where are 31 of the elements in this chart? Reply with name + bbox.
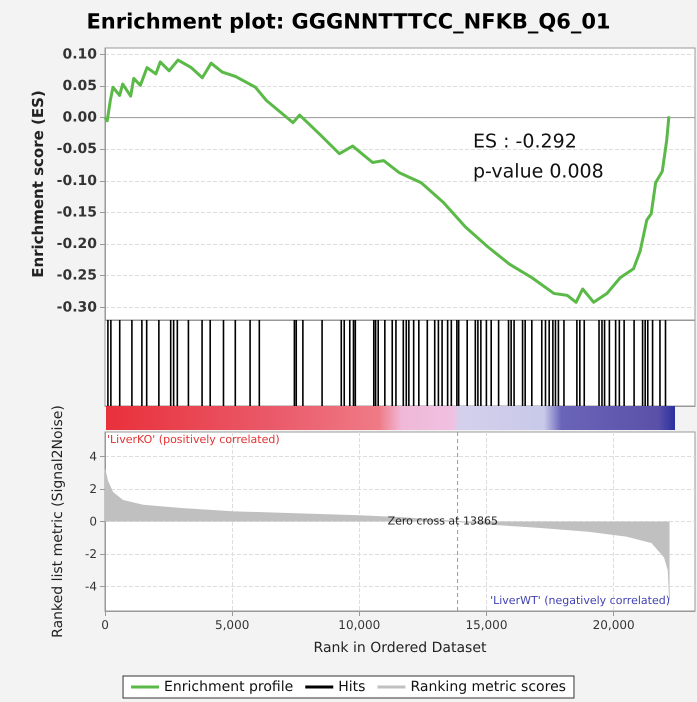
y-tick-label: 0.05	[62, 78, 97, 94]
y-tick-label: -0.30	[56, 299, 98, 316]
y-tick-label: -0.05	[56, 141, 97, 158]
y-tick-label: -0.20	[56, 236, 98, 252]
annotation: ES : -0.292	[473, 130, 577, 152]
legend-label: Ranking metric scores	[410, 679, 566, 695]
x-tick-label: 10,000	[338, 618, 380, 632]
y-tick-label: -4	[85, 580, 97, 594]
y-tick-label: -0.10	[56, 172, 98, 189]
y-tick-label: 0.10	[62, 46, 98, 62]
legend-label: Hits	[338, 679, 366, 695]
y-axis-title: Ranked list metric (Signal2Noise)	[50, 405, 66, 638]
y-axis-title: Enrichment score (ES)	[29, 90, 48, 278]
x-tick-label: 5,000	[214, 618, 250, 632]
legend-label: Enrichment profile	[164, 679, 294, 695]
annotation: Zero cross at 13865	[388, 514, 498, 528]
x-axis-title: Rank in Ordered Dataset	[314, 640, 487, 656]
annotation: 'LiverWT' (negatively correlated)	[490, 594, 670, 607]
y-tick-label: 0.00	[62, 110, 98, 126]
x-tick-label: 0	[101, 618, 109, 632]
y-tick-label: -2	[85, 547, 97, 562]
annotation: 'LiverKO' (positively correlated)	[107, 433, 280, 446]
y-tick-label: 4	[89, 449, 97, 464]
y-tick-label: -0.15	[56, 204, 97, 220]
x-tick-label: 20,000	[592, 618, 635, 632]
x-tick-label: 15,000	[465, 618, 508, 632]
y-tick-label: 2	[89, 482, 97, 496]
y-tick-label: 0	[89, 514, 97, 528]
y-tick-label: -0.25	[56, 268, 97, 284]
chart-title: Enrichment plot: GGGNNTTTCC_NFKB_Q6_01	[86, 10, 611, 34]
annotation: p-value 0.008	[473, 160, 604, 182]
